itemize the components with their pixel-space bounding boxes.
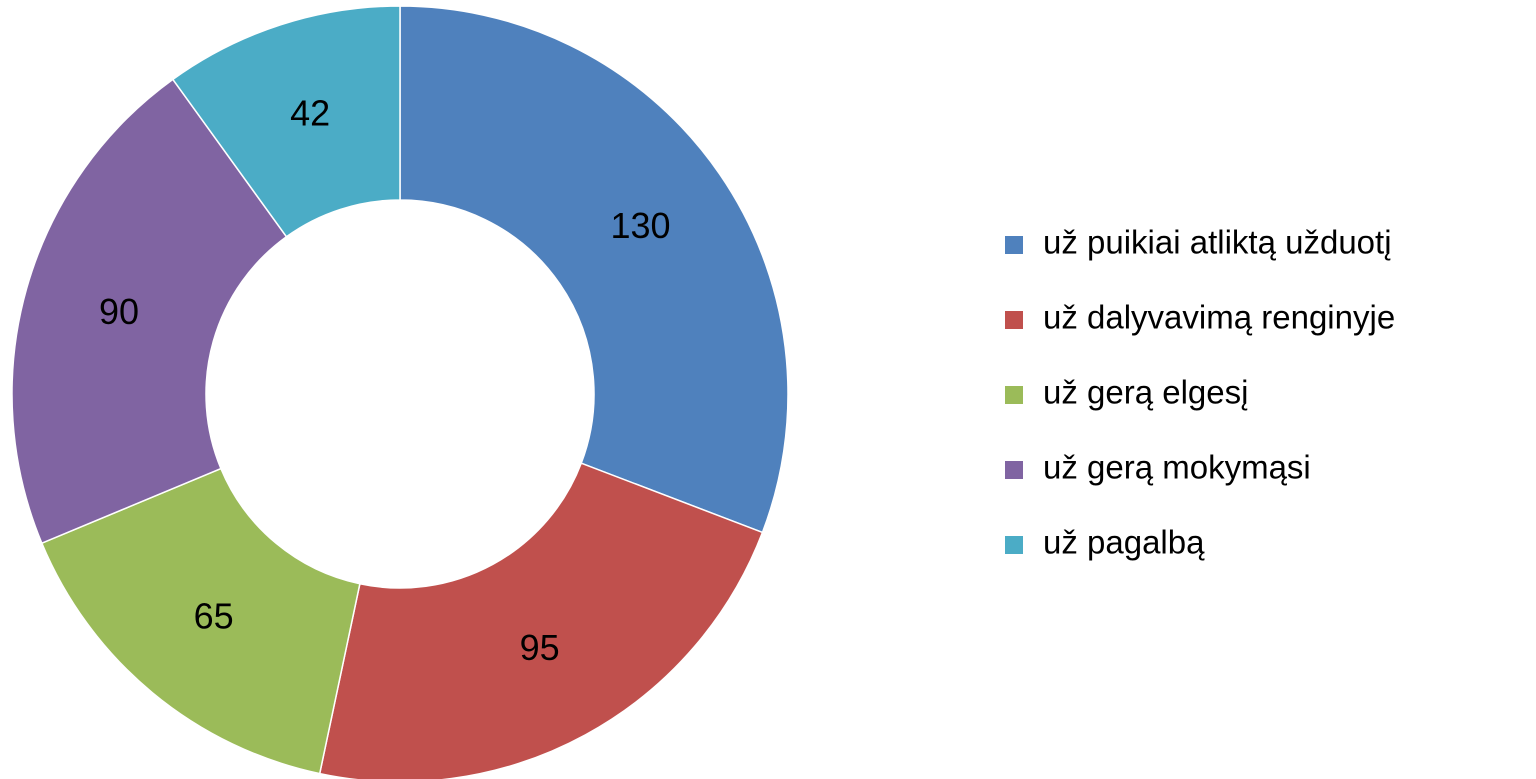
legend-label: už pagalbą — [1043, 524, 1205, 561]
legend-swatch — [1005, 386, 1023, 404]
legend-swatch — [1005, 236, 1023, 254]
donut-segment — [399, 5, 789, 534]
legend-label: už puikiai atliktą užduotį — [1043, 224, 1392, 261]
legend-swatch — [1005, 461, 1023, 479]
data-label: 65 — [194, 595, 234, 636]
data-label: 90 — [99, 291, 139, 332]
data-label: 130 — [610, 205, 670, 246]
legend-label: už dalyvavimą renginyje — [1043, 299, 1395, 336]
donut-segment — [318, 462, 764, 779]
legend-label: už gerą elgesį — [1043, 374, 1248, 411]
donut-segment — [171, 5, 401, 238]
donut-segment — [11, 78, 288, 545]
data-label: 95 — [520, 627, 560, 668]
legend-label: už gerą mokymąsi — [1043, 449, 1311, 486]
donut-segment — [40, 467, 361, 775]
data-label: 42 — [290, 93, 330, 134]
legend-swatch — [1005, 311, 1023, 329]
legend-swatch — [1005, 536, 1023, 554]
